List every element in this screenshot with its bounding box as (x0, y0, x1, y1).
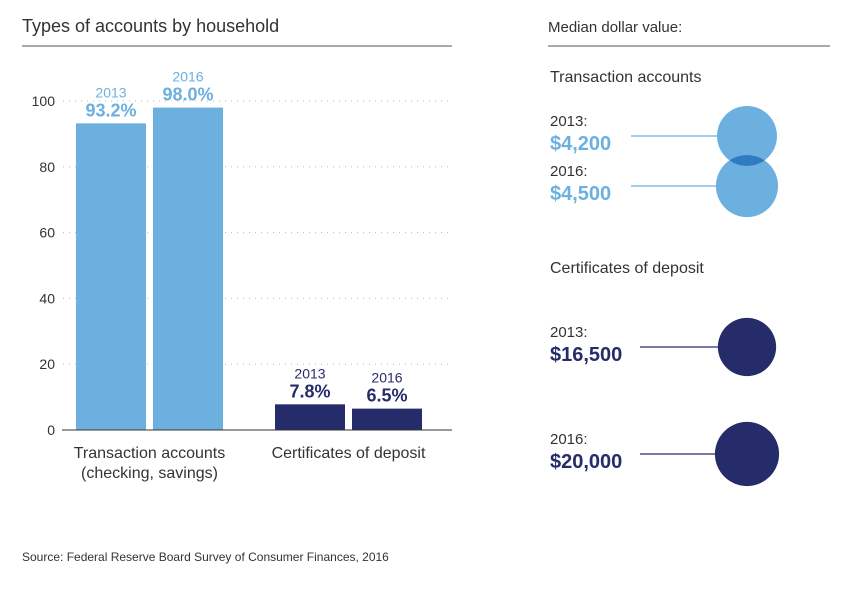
y-tick-label: 40 (39, 290, 55, 306)
bar (76, 123, 146, 430)
bar-value-label: 7.8% (289, 381, 330, 401)
bubble-chart-title: Median dollar value: (548, 19, 682, 36)
bar-value-label: 93.2% (85, 100, 136, 120)
bubble-group-title: Transaction accounts (550, 69, 701, 86)
x-category-label: Transaction accounts (74, 445, 225, 462)
y-tick-label: 60 (39, 225, 55, 241)
y-tick-label: 0 (47, 422, 55, 438)
bubble (717, 317, 777, 377)
source-note: Source: Federal Reserve Board Survey of … (22, 550, 389, 564)
bar (352, 408, 422, 430)
bubble-overlap (729, 154, 765, 166)
bubble-value-label: $4,200 (550, 133, 611, 155)
bubble-value-label: $20,000 (550, 451, 622, 473)
bar-value-label: 98.0% (162, 85, 213, 105)
bar-year-label: 2013 (294, 365, 325, 381)
bar-year-label: 2016 (172, 69, 203, 85)
bubble (714, 421, 780, 487)
bubble-year-label: 2016: (550, 431, 588, 448)
bubble-year-label: 2013: (550, 324, 588, 341)
bubble-group-title: Certificates of deposit (550, 260, 704, 277)
bubble-year-label: 2016: (550, 163, 588, 180)
bar-year-label: 2016 (371, 370, 402, 386)
bubble-value-label: $16,500 (550, 344, 622, 366)
bar (153, 107, 223, 430)
bar-year-label: 2013 (95, 84, 126, 100)
bar-chart-title: Types of accounts by household (22, 16, 279, 36)
bar (275, 404, 345, 430)
y-tick-label: 100 (32, 93, 56, 109)
bubble (717, 106, 777, 166)
bar-value-label: 6.5% (366, 386, 407, 406)
bubble (715, 154, 779, 218)
y-tick-label: 20 (39, 356, 55, 372)
y-tick-label: 80 (39, 159, 55, 175)
bubble-year-label: 2013: (550, 113, 588, 130)
bubble-value-label: $4,500 (550, 183, 611, 205)
x-category-label: Certificates of deposit (272, 445, 426, 462)
x-category-label: (checking, savings) (81, 465, 218, 482)
